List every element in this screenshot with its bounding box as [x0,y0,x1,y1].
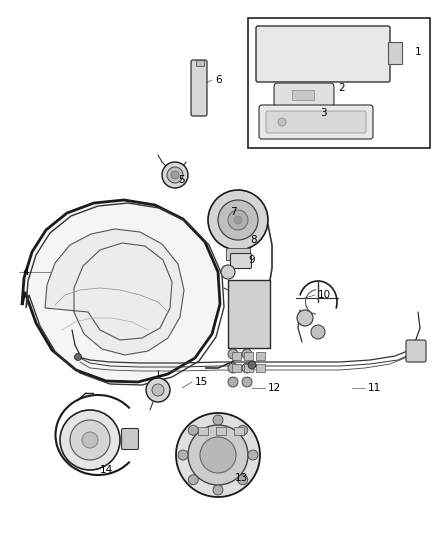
Bar [198,427,208,435]
Circle shape [248,361,256,369]
FancyBboxPatch shape [191,60,207,116]
Text: 15: 15 [195,377,208,387]
FancyBboxPatch shape [256,26,390,82]
Bar [196,60,204,66]
Circle shape [146,378,170,402]
Bar [244,352,253,360]
Bar [248,18,430,148]
FancyBboxPatch shape [259,105,373,139]
Circle shape [248,450,258,460]
Circle shape [242,349,252,359]
Bar [256,364,265,372]
Circle shape [238,475,248,484]
Bar [388,42,402,64]
Bar [226,248,250,260]
FancyBboxPatch shape [406,340,426,362]
Circle shape [176,413,260,497]
Circle shape [242,363,252,373]
Circle shape [218,200,258,240]
Circle shape [278,118,286,126]
Circle shape [228,363,238,373]
Text: 8: 8 [250,235,257,245]
Text: 11: 11 [368,383,381,393]
Circle shape [188,475,198,484]
FancyBboxPatch shape [230,254,251,269]
Polygon shape [45,229,184,355]
Circle shape [234,216,242,224]
FancyBboxPatch shape [274,83,334,107]
Circle shape [221,265,235,279]
Text: 1: 1 [415,47,422,57]
Circle shape [242,377,252,387]
Circle shape [297,310,313,326]
Text: 9: 9 [248,255,254,265]
Circle shape [188,425,248,485]
Circle shape [311,325,325,339]
Circle shape [228,349,238,359]
Circle shape [228,210,248,230]
Text: 2: 2 [338,83,345,93]
Circle shape [74,353,81,360]
Bar [232,364,241,372]
Text: 6: 6 [215,75,222,85]
Circle shape [152,384,164,396]
Circle shape [213,485,223,495]
Circle shape [238,425,248,435]
Circle shape [213,415,223,425]
Circle shape [178,450,188,460]
FancyBboxPatch shape [266,111,366,133]
Bar [244,364,253,372]
Circle shape [188,425,198,435]
Bar [232,352,241,360]
Text: 4: 4 [22,267,28,277]
Circle shape [208,190,268,250]
Bar [228,280,270,348]
Circle shape [162,162,188,188]
Bar [234,427,244,435]
Text: 10: 10 [318,290,331,300]
Circle shape [82,432,98,448]
Bar [292,90,314,100]
Bar [256,352,265,360]
FancyBboxPatch shape [121,429,138,449]
Circle shape [228,377,238,387]
Text: 3: 3 [320,108,327,118]
Text: 13: 13 [235,473,248,483]
Bar [216,427,226,435]
Circle shape [171,171,179,179]
Circle shape [60,410,120,470]
Text: 12: 12 [268,383,281,393]
Circle shape [167,167,183,183]
Polygon shape [22,200,220,382]
Circle shape [70,420,110,460]
Text: 7: 7 [230,207,237,217]
Text: 5: 5 [178,175,185,185]
Text: 14: 14 [100,465,113,475]
Circle shape [200,437,236,473]
